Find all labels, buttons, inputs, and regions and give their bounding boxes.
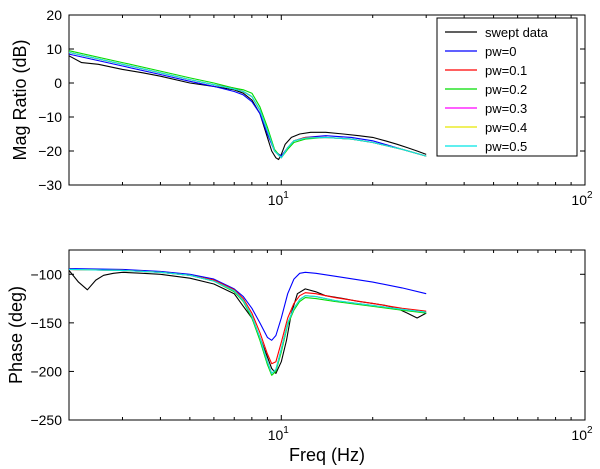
phase-x-tick-base: 10 (571, 427, 587, 443)
magnitude-y-tick-label: −10 (38, 109, 62, 125)
magnitude-x-tick-base: 10 (268, 192, 284, 208)
phase-x-tick-label: 101 (268, 425, 290, 443)
phase-y-axis-label: Phase (deg) (6, 286, 26, 384)
magnitude-line-swept-data (68, 55, 427, 161)
phase-panel: Phase (deg) Freq (Hz) −250 −200 −150 −100 10… (6, 249, 593, 465)
phase-x-tick-base: 10 (268, 427, 284, 443)
magnitude-y-tick-label: 10 (46, 41, 62, 57)
phase-x-tick-label: 102 (571, 425, 593, 443)
magnitude-y-axis-label: Mag Ratio (dB) (10, 39, 30, 160)
phase-series (68, 267, 427, 376)
legend-label: pw=0.4 (485, 120, 527, 135)
phase-y-tick-label: −100 (30, 266, 62, 282)
magnitude-line-pw-0-5 (68, 51, 427, 159)
legend-label: swept data (485, 25, 549, 40)
phase-line-pw-0-5 (68, 268, 427, 374)
phase-y-tick-label: −250 (30, 412, 62, 428)
legend-label: pw=0.3 (485, 101, 527, 116)
legend-label: pw=0.1 (485, 63, 527, 78)
legend-label: pw=0.2 (485, 82, 527, 97)
magnitude-x-tick-exponent: 2 (587, 190, 593, 201)
magnitude-x-tick-base: 10 (571, 192, 587, 208)
magnitude-legend: swept data pw=0 pw=0.1 pw=0.2 pw=0.3 pw=0.4 pw… (436, 17, 578, 157)
x-axis-label: Freq (Hz) (289, 445, 365, 465)
phase-plot-area (68, 249, 586, 421)
magnitude-y-tick-label: 20 (46, 7, 62, 23)
magnitude-y-tick-label: −30 (38, 177, 62, 193)
magnitude-x-tick-label: 101 (268, 190, 290, 208)
magnitude-y-tick-label: −20 (38, 143, 62, 159)
legend-box (436, 17, 578, 157)
magnitude-x-tick-label: 102 (571, 190, 593, 208)
phase-x-tick-exponent: 2 (587, 425, 593, 436)
magnitude-line-pw-0 (68, 53, 427, 157)
phase-line-pw-0 (68, 267, 427, 341)
phase-x-tick-exponent: 1 (283, 425, 289, 436)
magnitude-y-tick-label: 0 (54, 75, 62, 91)
magnitude-x-tick-exponent: 1 (283, 190, 289, 201)
legend-label: pw=0 (485, 44, 516, 59)
magnitude-series (68, 50, 427, 161)
legend-label: pw=0.5 (485, 139, 527, 154)
phase-y-tick-label: −150 (30, 315, 62, 331)
phase-y-tick-label: −200 (30, 363, 62, 379)
